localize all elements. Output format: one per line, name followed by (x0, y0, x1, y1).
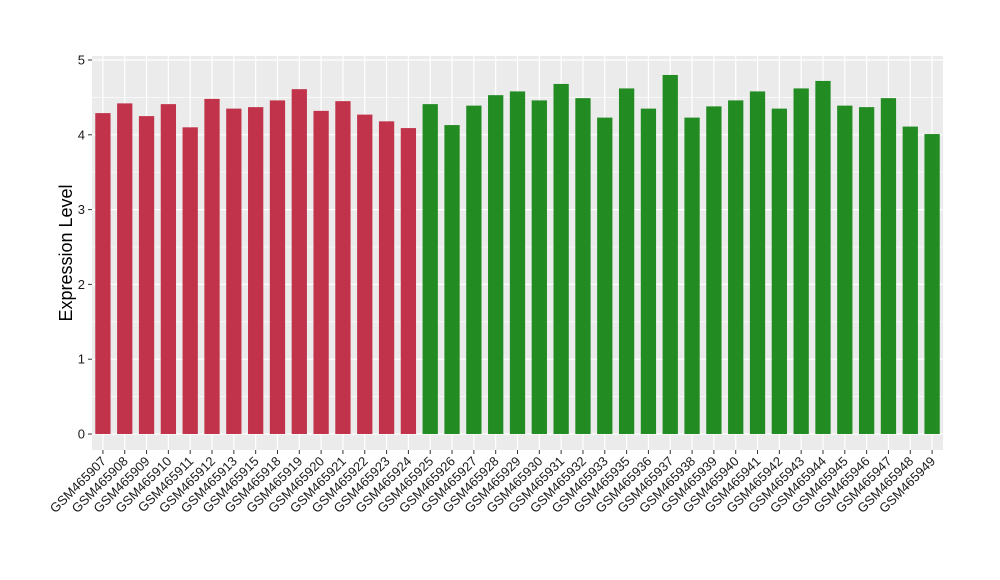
bar-GSM465929 (509, 91, 526, 434)
bar-GSM465938 (684, 117, 700, 434)
bar-GSM465922 (357, 114, 373, 434)
bar-GSM465949 (924, 134, 940, 434)
bar-GSM465919 (291, 89, 307, 434)
bar-GSM465944 (815, 80, 831, 434)
bar-GSM465924 (400, 128, 417, 434)
bar-GSM465918 (269, 100, 286, 434)
bar-GSM465933 (597, 117, 613, 434)
y-tick-label: 5 (78, 53, 85, 68)
bar-GSM465939 (706, 106, 722, 434)
bar-GSM465928 (488, 95, 504, 434)
bar-GSM465935 (618, 88, 635, 434)
bar-GSM465940 (728, 100, 744, 434)
bar-GSM465926 (444, 125, 460, 435)
y-axis: 0 1 2 3 4 5 (78, 53, 92, 442)
y-tick-label: 3 (78, 202, 85, 217)
bar-GSM465910 (160, 104, 177, 434)
y-tick-label: 4 (78, 127, 85, 142)
bar-GSM465911 (182, 127, 198, 434)
bar-GSM465948 (902, 126, 918, 435)
bar-GSM465921 (335, 101, 351, 434)
y-tick-label: 0 (78, 427, 85, 442)
bar-GSM465923 (378, 121, 395, 434)
bar-GSM465931 (553, 83, 569, 434)
bar-GSM465943 (793, 88, 809, 434)
bar-GSM465946 (858, 107, 875, 435)
bar-GSM465920 (313, 110, 329, 434)
bar-GSM465912 (204, 98, 220, 434)
bar-GSM465930 (531, 100, 547, 434)
y-tick-label: 2 (78, 277, 85, 292)
bars (95, 74, 940, 435)
bar-GSM465907 (95, 113, 111, 434)
bar-GSM465941 (749, 91, 766, 434)
bar-GSM465909 (138, 116, 155, 434)
bar-GSM465913 (226, 108, 242, 435)
y-tick-label: 1 (78, 352, 85, 367)
bar-GSM465927 (466, 105, 482, 435)
bar-GSM465925 (422, 104, 438, 434)
bar-GSM465936 (640, 108, 657, 435)
bar-GSM465915 (248, 107, 264, 435)
bar-GSM465942 (771, 108, 787, 435)
x-axis: GSM465907GSM465908GSM465909GSM465910GSM4… (47, 450, 938, 516)
bar-GSM465945 (837, 105, 853, 435)
bar-GSM465937 (662, 74, 678, 435)
y-axis-title: Expression Level (56, 184, 76, 321)
bar-GSM465932 (575, 98, 591, 434)
bar-GSM465947 (880, 98, 897, 434)
bar-GSM465908 (117, 103, 133, 434)
